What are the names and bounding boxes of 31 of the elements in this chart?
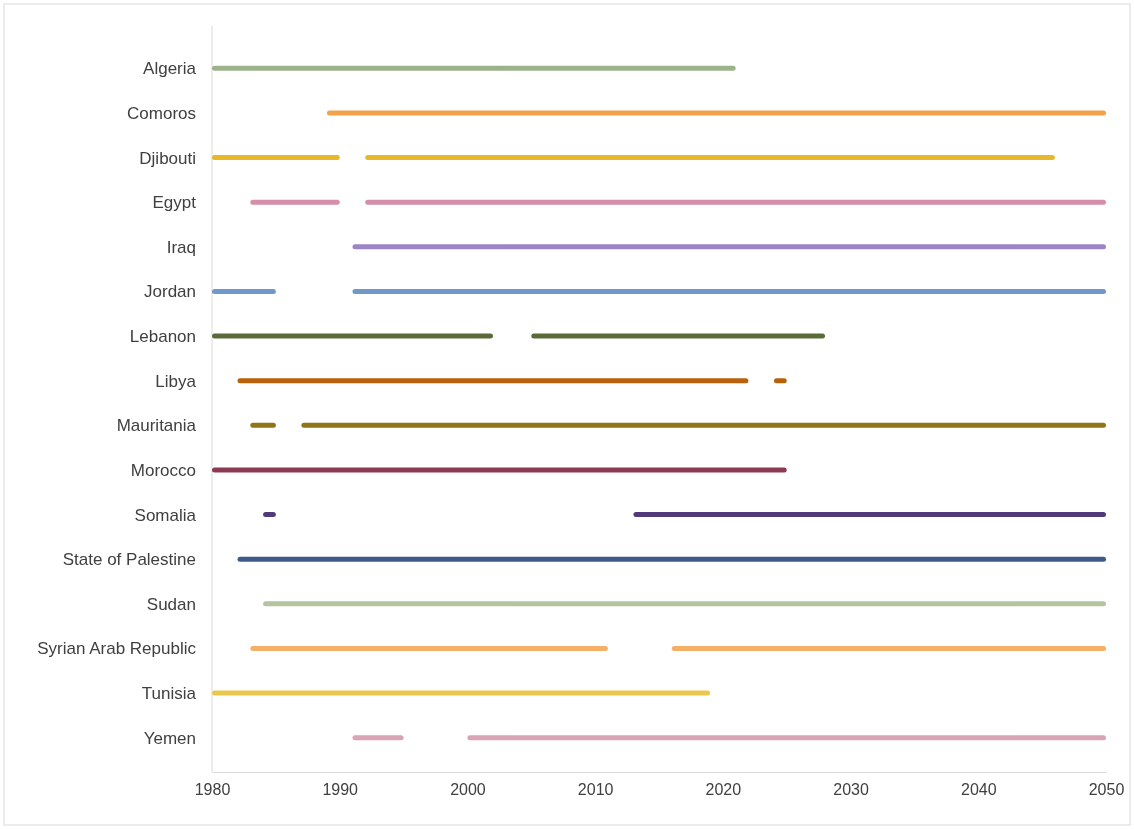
y-tick-label: Libya	[155, 371, 197, 391]
y-tick-label: Sudan	[146, 594, 196, 614]
x-tick-label: 2010	[577, 781, 614, 799]
x-tick-label: 2030	[833, 781, 869, 799]
bar	[352, 244, 1106, 250]
y-tick-label: Somalia	[134, 505, 197, 525]
bar	[263, 601, 1106, 607]
y-tick-label: Algeria	[143, 59, 197, 79]
x-tick-label: 2040	[960, 781, 997, 799]
bar	[326, 110, 1106, 116]
y-tick-label: Yemen	[143, 728, 196, 748]
y-tick-label: Lebanon	[129, 327, 196, 347]
x-tick-label: 2000	[450, 781, 486, 799]
y-tick-label: Syrian Arab Republic	[37, 639, 197, 659]
x-tick-label: 2050	[1088, 781, 1125, 799]
y-tick-label: State of Palestine	[62, 550, 196, 570]
bar	[212, 467, 787, 473]
y-tick-label: Morocco	[130, 460, 196, 480]
y-tick-label: Tunisia	[141, 684, 197, 704]
y-tick-label: Mauritania	[116, 416, 197, 436]
y-tick-label: Egypt	[152, 193, 197, 213]
bar	[212, 690, 711, 696]
y-tick-label: Jordan	[144, 282, 196, 302]
y-tick-label: Comoros	[127, 103, 196, 123]
y-tick-label: Djibouti	[139, 148, 196, 168]
x-tick-label: 1990	[322, 781, 359, 799]
y-tick-label: Iraq	[166, 237, 196, 257]
bar	[237, 556, 1106, 562]
x-tick-label: 2020	[705, 781, 742, 799]
bar	[212, 65, 736, 71]
x-tick-label: 1980	[194, 781, 231, 799]
